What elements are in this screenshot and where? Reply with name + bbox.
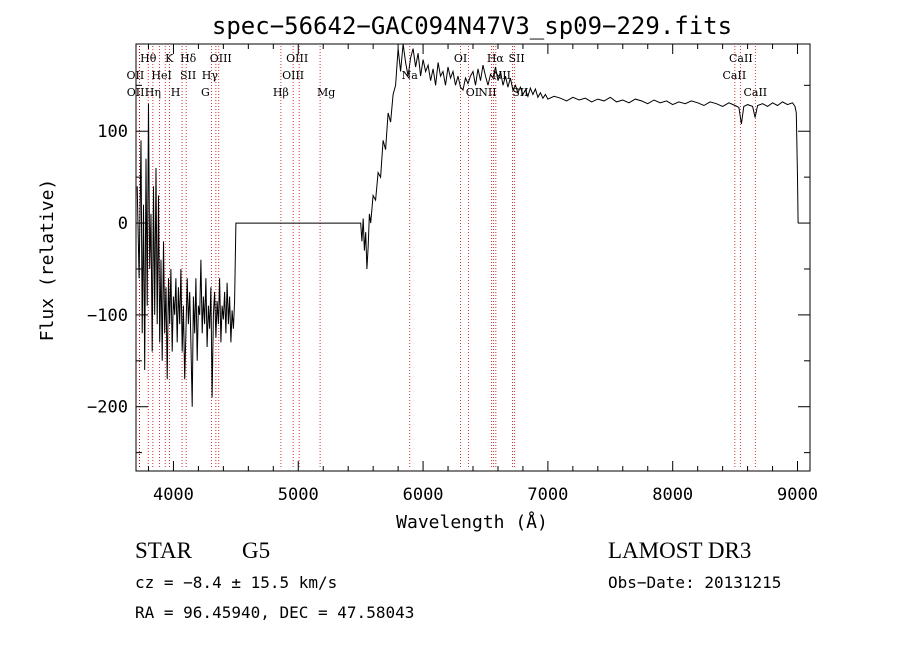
line-marker-label: CaII <box>723 69 747 82</box>
coordinates-text: RA = 96.45940, DEC = 47.58043 <box>135 603 415 622</box>
survey-name: LAMOST DR3 <box>608 538 752 563</box>
line-marker-label: Hβ <box>273 86 289 99</box>
line-marker-label: G <box>201 86 210 99</box>
y-axis-label: Flux (relative) <box>37 179 58 342</box>
line-marker-label: H <box>171 86 181 99</box>
y-axis-ticks: −200 −100 0 100 <box>87 84 810 454</box>
x-tick-label: 4000 <box>153 485 194 505</box>
line-marker-label: CaII <box>729 52 753 65</box>
chart-title: spec−56642−GAC094N47V3_sp09−229.fits <box>212 12 732 40</box>
x-tick-label: 8000 <box>652 485 693 505</box>
y-tick-label: 0 <box>118 214 128 234</box>
object-class: STAR <box>135 538 192 563</box>
line-marker-label: OIII <box>210 52 232 65</box>
redshift-text: cz = −8.4 ± 15.5 km/s <box>135 573 338 592</box>
line-marker-label: Na <box>402 69 419 82</box>
y-tick-label: −200 <box>87 398 128 418</box>
line-marker-label: OIII <box>282 69 304 82</box>
x-tick-label: 7000 <box>527 485 568 505</box>
y-tick-label: −100 <box>87 306 128 326</box>
line-marker-label: Hα <box>487 52 505 65</box>
line-marker-label: OI <box>454 52 467 65</box>
x-axis-ticks: 4000 5000 6000 7000 8000 9000 <box>147 44 818 505</box>
line-marker-label: Mg <box>317 86 335 99</box>
line-marker-label: Hγ <box>202 69 219 82</box>
line-marker-label: NII <box>478 86 496 99</box>
line-marker-label: SII <box>508 52 524 65</box>
line-marker-label: Hδ <box>180 52 197 65</box>
line-marker-label: K <box>165 52 174 65</box>
series-flux-line <box>136 43 799 407</box>
line-marker-label: HeI <box>151 69 171 82</box>
x-axis-label: Wavelength (Å) <box>396 511 548 533</box>
line-markers <box>138 46 756 469</box>
line-marker-label: OI <box>466 86 479 99</box>
object-subclass: G5 <box>242 538 271 563</box>
x-tick-label: 5000 <box>278 485 319 505</box>
line-marker-label: Hη <box>145 86 161 99</box>
obs-date-text: Obs−Date: 20131215 <box>608 573 782 592</box>
plot-frame <box>135 43 811 472</box>
line-marker-label: OII <box>127 69 145 82</box>
line-marker-label: Hθ <box>140 52 157 65</box>
line-marker-label: CaII <box>743 86 767 99</box>
x-tick-label: 9000 <box>777 485 818 505</box>
line-marker-label: OIII <box>286 52 308 65</box>
y-tick-label: 100 <box>97 122 128 142</box>
x-tick-label: 6000 <box>403 485 444 505</box>
line-marker-label: SII <box>180 69 196 82</box>
